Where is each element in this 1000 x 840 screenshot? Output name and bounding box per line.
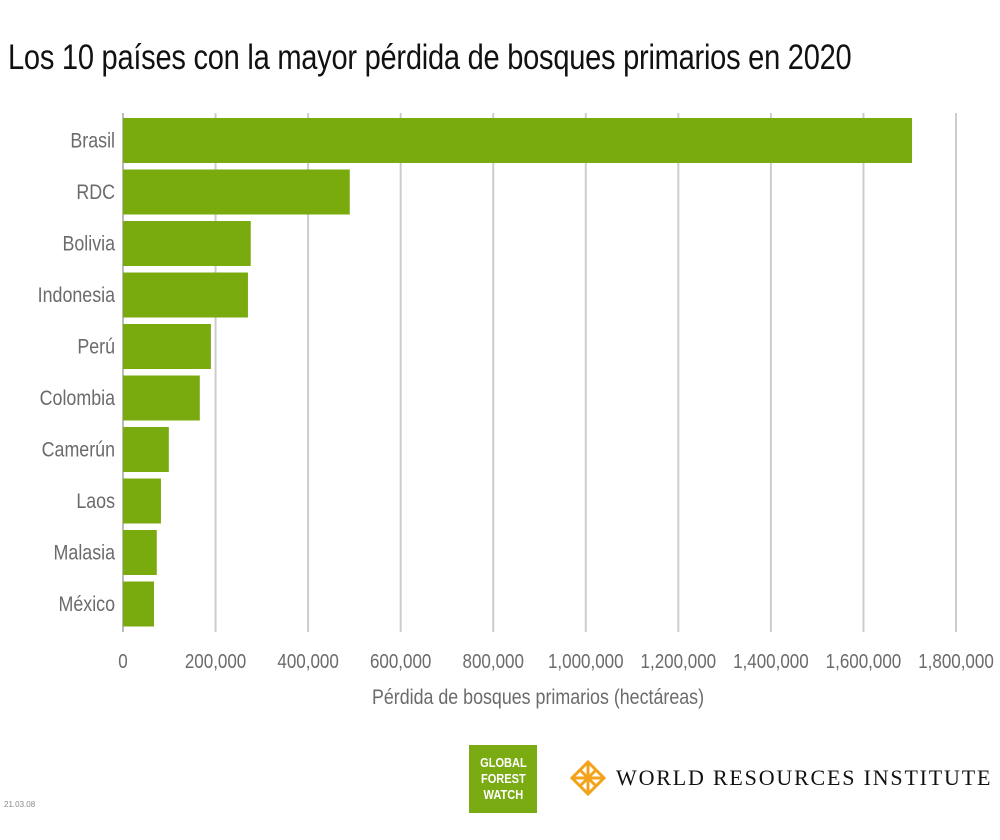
bar-laos [123,478,161,524]
x-tick-label: 400,000 [277,650,338,673]
bar-brasil [123,118,913,163]
y-tick-label: Perú [77,335,115,359]
wri-logo: WORLD RESOURCES INSTITUTE [570,760,992,796]
bar-chart: 0 200,000 400,000 600,000 800,000 1,000,000 1,… [38,113,994,710]
bar-méxico [123,581,155,627]
x-tick-label: 0 [118,650,127,673]
y-tick-label: Malasia [54,541,116,565]
wri-lattice-icon [570,760,606,796]
x-tick-label: 1,200,000 [641,650,717,673]
gfw-logo-line: FOREST [480,771,526,786]
x-tick-label: 1,400,000 [733,650,809,673]
gfw-logo-line: WATCH [483,787,523,802]
gfw-logo-line: GLOBAL [479,755,527,770]
x-tick-label: 1,600,000 [826,650,902,673]
y-tick-label: Indonesia [38,284,115,308]
bar-perú [123,324,211,369]
bar-indonesia [123,272,248,318]
x-tick-label: 1,800,000 [918,650,994,673]
y-tick-label: Brasil [70,129,115,153]
wri-logo-text: WORLD RESOURCES INSTITUTE [616,765,993,790]
x-tick-label: 1,000,000 [548,650,624,673]
y-tick-label: México [59,593,116,617]
y-tick-label: Bolivia [62,232,115,256]
bar-bolivia [123,221,251,266]
bar-camerún [123,427,169,472]
y-tick-label: RDC [76,181,115,205]
bar-colombia [123,375,200,421]
y-tick-label: Laos [76,490,115,514]
x-axis-label: Pérdida de bosques primarios (hectáreas) [372,686,704,710]
chart-title: Los 10 países con la mayor pérdida de bo… [8,38,852,77]
x-tick-label: 200,000 [185,650,246,673]
x-tick-label: 800,000 [463,650,524,673]
date-code: 21.03.08 [4,800,36,809]
bar-malasia [123,530,157,575]
global-forest-watch-logo: GLOBAL FOREST WATCH [469,745,537,813]
y-tick-label: Colombia [40,387,115,411]
x-tick-label: 600,000 [370,650,431,673]
bar-rdc [123,169,350,215]
y-tick-label: Camerún [42,438,115,462]
